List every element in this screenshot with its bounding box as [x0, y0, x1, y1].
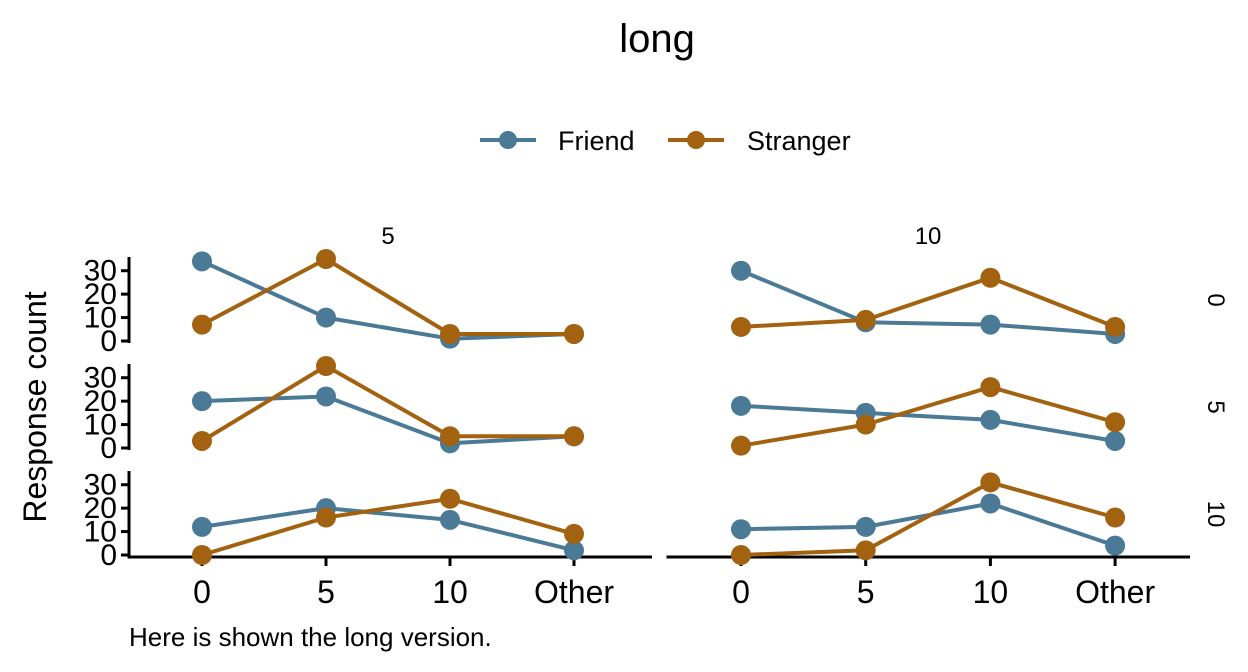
data-point-friend [731, 395, 751, 416]
data-point-stranger [440, 488, 460, 509]
data-point-stranger [316, 356, 336, 376]
data-point-friend [731, 519, 751, 540]
data-point-friend [316, 307, 336, 328]
panel-col5-row0 [192, 249, 584, 349]
y-tick-label: 20 [84, 492, 117, 525]
data-point-friend [855, 516, 876, 537]
data-point-stranger [980, 377, 1001, 398]
data-point-friend [980, 493, 1001, 514]
data-point-stranger [316, 507, 336, 528]
x-tick-label: 10 [432, 574, 468, 610]
panel-col10-row0 [731, 260, 1126, 344]
data-point-stranger [564, 426, 584, 447]
data-point-stranger [980, 472, 1001, 493]
legend-marker [499, 131, 517, 149]
data-point-stranger [855, 309, 876, 330]
series-line-friend [740, 501, 1116, 548]
legend-item-stranger: Stranger [668, 126, 851, 156]
data-point-stranger [1105, 412, 1126, 433]
data-point-friend [980, 409, 1001, 430]
row-strip-label-5: 5 [1202, 400, 1229, 413]
series-line-stranger [740, 480, 1116, 557]
data-point-stranger [1105, 316, 1126, 337]
data-point-stranger [192, 314, 212, 335]
panel-col10-row5 [731, 377, 1126, 456]
x-tick-label: 0 [193, 574, 211, 610]
panel-col10-row10 [731, 472, 1126, 565]
x-tick-label: 5 [857, 574, 875, 610]
series-line-stranger [740, 275, 1116, 329]
x-axis-col-5: 0 5 10 Other [127, 555, 652, 610]
y-axis-title: Response count [17, 291, 53, 522]
y-tick-label: 20 [84, 385, 117, 418]
series-line-stranger [740, 385, 1116, 448]
data-point-friend [316, 386, 336, 407]
y-tick-label: 0 [100, 539, 117, 572]
y-tick-label: 20 [84, 278, 117, 311]
y-tick-label: 10 [84, 516, 117, 549]
x-tick-label: 10 [973, 574, 1009, 610]
series-line-stranger [200, 364, 574, 443]
data-point-stranger [980, 267, 1001, 288]
series-line-stranger [201, 496, 575, 557]
data-point-friend [1105, 535, 1126, 556]
data-point-stranger [1105, 507, 1126, 528]
series-line-friend [201, 394, 575, 446]
series-line-stranger [201, 257, 574, 336]
chart-title: long [619, 17, 695, 61]
data-point-friend [1105, 430, 1126, 451]
panel-col5-row5 [192, 356, 584, 454]
col-strip-label-5: 5 [381, 223, 394, 250]
data-point-stranger [316, 249, 336, 269]
series-line-friend [740, 403, 1116, 443]
data-point-friend [564, 540, 584, 561]
data-point-stranger [855, 414, 876, 435]
x-tick-label: Other [1075, 574, 1155, 610]
y-tick-label: 0 [100, 325, 117, 358]
data-point-stranger [192, 430, 212, 451]
legend-label: Friend [558, 126, 635, 156]
data-point-friend [440, 509, 460, 530]
data-point-stranger [440, 426, 460, 447]
y-tick-label: 30 [84, 469, 117, 502]
data-point-stranger [731, 545, 751, 565]
y-tick-label: 10 [84, 302, 117, 335]
data-point-friend [980, 314, 1001, 335]
col-strip-label-10: 10 [915, 223, 942, 250]
data-point-friend [192, 516, 212, 537]
legend-marker [687, 131, 705, 149]
data-point-stranger [564, 523, 584, 544]
y-tick-label: 30 [84, 362, 117, 395]
series-line-friend [201, 506, 575, 553]
data-point-stranger [440, 323, 460, 344]
panel-col5-row10 [192, 488, 584, 565]
data-point-stranger [731, 316, 751, 337]
series-line-friend [740, 268, 1116, 336]
series-line-friend [201, 259, 575, 341]
x-axis-col-10: 0 5 10 Other [666, 555, 1190, 610]
data-point-stranger [564, 323, 584, 344]
x-tick-label: 0 [732, 574, 750, 610]
data-point-stranger [192, 545, 212, 565]
row-strip-label-0: 0 [1202, 293, 1229, 306]
data-point-stranger [731, 435, 751, 456]
y-tick-label: 0 [100, 432, 117, 465]
row-strip-label-10: 10 [1202, 501, 1229, 528]
data-point-stranger [855, 540, 876, 561]
chart-caption: Here is shown the long version. [129, 622, 492, 652]
legend-item-friend: Friend [480, 126, 635, 156]
y-tick-label: 30 [84, 255, 117, 288]
data-point-friend [731, 260, 751, 281]
data-point-friend [192, 251, 212, 272]
y-tick-label: 10 [84, 409, 117, 442]
data-point-friend [192, 391, 212, 412]
x-tick-label: Other [534, 574, 614, 610]
x-tick-label: 5 [317, 574, 335, 610]
legend-label: Stranger [747, 126, 851, 156]
